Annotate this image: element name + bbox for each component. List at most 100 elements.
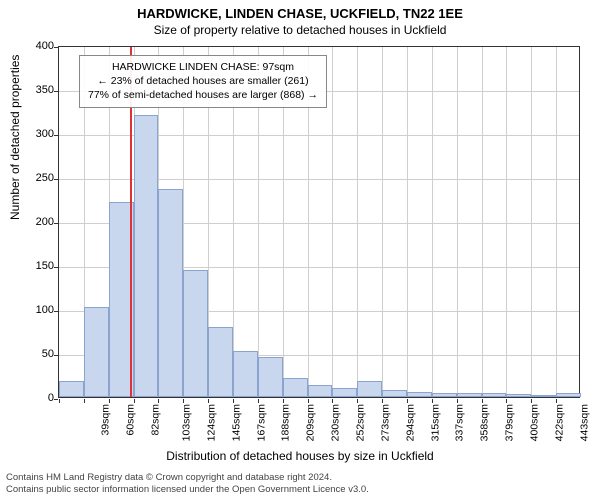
x-tick-label: 379sqm [504, 404, 516, 441]
histogram-bar [308, 385, 333, 397]
x-tick-label: 230sqm [330, 404, 342, 441]
x-tick-mark [283, 399, 284, 403]
y-tick-mark [54, 355, 58, 356]
histogram-bar [134, 115, 159, 397]
x-tick-mark [308, 399, 309, 403]
x-tick-mark [556, 399, 557, 403]
y-tick-label: 400 [14, 40, 54, 52]
annotation-line-2: ← 23% of detached houses are smaller (26… [88, 74, 318, 88]
grid-line-vertical [556, 47, 557, 397]
grid-line-vertical [432, 47, 433, 397]
chart-title-main: HARDWICKE, LINDEN CHASE, UCKFIELD, TN22 … [0, 0, 600, 21]
x-tick-label: 209sqm [305, 404, 317, 441]
x-tick-label: 273sqm [379, 404, 391, 441]
x-tick-mark [134, 399, 135, 403]
histogram-bar [158, 189, 183, 397]
y-tick-mark [54, 399, 58, 400]
y-tick-label: 300 [14, 128, 54, 140]
attribution-line-2: Contains public sector information licen… [6, 484, 369, 496]
histogram-bar [283, 378, 308, 397]
y-tick-mark [54, 135, 58, 136]
x-tick-mark [382, 399, 383, 403]
x-tick-mark [432, 399, 433, 403]
x-tick-mark [109, 399, 110, 403]
x-tick-label: 103sqm [180, 404, 192, 441]
x-tick-mark [233, 399, 234, 403]
x-tick-label: 315sqm [429, 404, 441, 441]
x-tick-label: 167sqm [255, 404, 267, 441]
histogram-bar [233, 351, 258, 397]
y-tick-mark [54, 311, 58, 312]
attribution-text: Contains HM Land Registry data © Crown c… [6, 472, 369, 496]
x-tick-mark [407, 399, 408, 403]
x-tick-label: 358sqm [479, 404, 491, 441]
x-axis-label: Distribution of detached houses by size … [0, 449, 600, 463]
x-tick-label: 60sqm [125, 404, 137, 436]
x-tick-label: 422sqm [553, 404, 565, 441]
grid-line-vertical [357, 47, 358, 397]
y-tick-label: 350 [14, 84, 54, 96]
x-tick-mark [531, 399, 532, 403]
histogram-bar [556, 393, 581, 397]
y-tick-label: 50 [14, 348, 54, 360]
histogram-bar [457, 393, 482, 397]
y-tick-mark [54, 179, 58, 180]
chart-title-sub: Size of property relative to detached ho… [0, 21, 600, 37]
histogram-bar [432, 393, 457, 397]
grid-line-vertical [457, 47, 458, 397]
y-tick-mark [54, 47, 58, 48]
y-tick-label: 0 [14, 392, 54, 404]
x-tick-mark [482, 399, 483, 403]
x-tick-label: 124sqm [205, 404, 217, 441]
y-tick-mark [54, 91, 58, 92]
x-tick-mark [357, 399, 358, 403]
histogram-bar [258, 357, 283, 397]
grid-line-vertical [382, 47, 383, 397]
x-tick-mark [258, 399, 259, 403]
x-tick-label: 443sqm [578, 404, 590, 441]
grid-line-vertical [506, 47, 507, 397]
y-tick-label: 250 [14, 172, 54, 184]
x-tick-mark [84, 399, 85, 403]
histogram-bar [59, 381, 84, 397]
histogram-bar [482, 393, 507, 397]
histogram-bar [357, 381, 382, 397]
annotation-line-3: 77% of semi-detached houses are larger (… [88, 88, 318, 102]
x-tick-label: 188sqm [280, 404, 292, 441]
histogram-bar [407, 392, 432, 397]
histogram-bar [506, 394, 531, 397]
y-tick-label: 100 [14, 304, 54, 316]
y-tick-mark [54, 223, 58, 224]
y-tick-label: 150 [14, 260, 54, 272]
histogram-bar [531, 395, 556, 397]
x-tick-label: 337sqm [454, 404, 466, 441]
x-tick-mark [59, 399, 60, 403]
grid-line-vertical [332, 47, 333, 397]
grid-line-vertical [531, 47, 532, 397]
x-tick-mark [208, 399, 209, 403]
annotation-box: HARDWICKE LINDEN CHASE: 97sqm ← 23% of d… [79, 55, 327, 108]
x-tick-label: 294sqm [404, 404, 416, 441]
grid-line-vertical [407, 47, 408, 397]
x-tick-label: 39sqm [100, 404, 112, 436]
x-tick-mark [332, 399, 333, 403]
chart-container: HARDWICKE, LINDEN CHASE, UCKFIELD, TN22 … [0, 0, 600, 500]
histogram-bar [332, 388, 357, 397]
x-tick-label: 82sqm [150, 404, 162, 436]
x-tick-label: 252sqm [354, 404, 366, 441]
histogram-bar [183, 270, 208, 397]
histogram-bar [382, 390, 407, 397]
grid-line-vertical [482, 47, 483, 397]
histogram-bar [84, 307, 109, 397]
x-tick-mark [506, 399, 507, 403]
histogram-bar [208, 327, 233, 397]
x-tick-label: 145sqm [230, 404, 242, 441]
annotation-line-1: HARDWICKE LINDEN CHASE: 97sqm [88, 60, 318, 74]
y-tick-label: 200 [14, 216, 54, 228]
x-tick-mark [457, 399, 458, 403]
y-tick-mark [54, 267, 58, 268]
x-tick-label: 400sqm [528, 404, 540, 441]
x-tick-mark [183, 399, 184, 403]
attribution-line-1: Contains HM Land Registry data © Crown c… [6, 472, 369, 484]
x-tick-mark [158, 399, 159, 403]
